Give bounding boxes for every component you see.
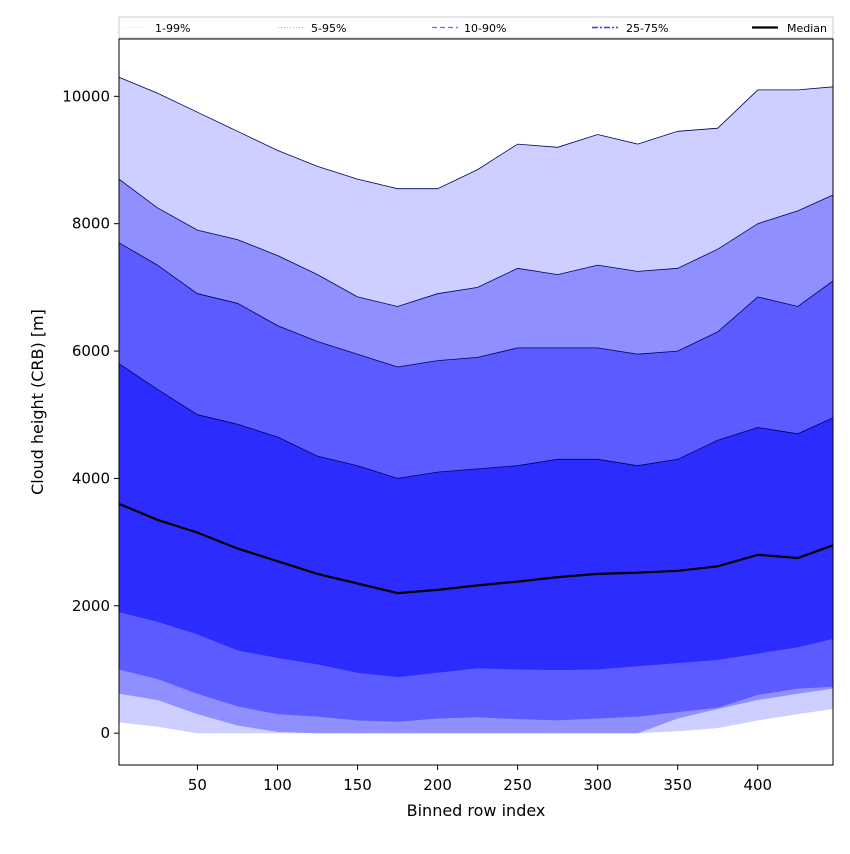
band-upper-edge-10-90	[118, 242, 834, 368]
lines-layer	[118, 76, 834, 595]
plot-frame	[118, 38, 834, 766]
band-upper-edge-1-99	[118, 76, 834, 190]
legend-box	[118, 16, 834, 39]
band-upper-edge-25-75	[118, 363, 834, 479]
x-tick-label: 200	[423, 776, 452, 794]
x-tick-label: 100	[263, 776, 292, 794]
x-tick-label: 50	[188, 776, 207, 794]
x-axis-label: Binned row index	[407, 801, 546, 820]
bands-layer	[119, 77, 833, 734]
legend-label-10-90: 10-90%	[464, 22, 506, 35]
legend-label-25-75: 25-75%	[626, 22, 668, 35]
y-tick-label: 2000	[72, 597, 110, 615]
y-tick-label: 8000	[72, 215, 110, 233]
x-tick-label: 150	[343, 776, 372, 794]
x-axis: 50 100 150 200 250 300 350 400	[188, 765, 772, 794]
median-line	[118, 502, 834, 595]
x-tick-label: 350	[663, 776, 692, 794]
legend-label-5-95: 5-95%	[311, 22, 346, 35]
x-tick-label: 400	[743, 776, 772, 794]
y-axis: 0 2000 4000 6000 8000 10000	[62, 87, 119, 742]
legend: 1-99% 5-95% 10-90% 25-75% Median	[118, 16, 834, 39]
legend-label-1-99: 1-99%	[155, 22, 190, 35]
y-axis-label: Cloud height (CRB) [m]	[28, 309, 47, 495]
y-tick-label: 0	[100, 724, 110, 742]
y-tick-label: 4000	[72, 469, 110, 487]
x-tick-label: 250	[503, 776, 532, 794]
band-25-75	[119, 363, 833, 678]
band-upper-edge-5-95	[118, 178, 834, 307]
x-tick-label: 300	[583, 776, 612, 794]
legend-label-median: Median	[787, 22, 827, 35]
y-tick-label: 6000	[72, 342, 110, 360]
y-tick-label: 10000	[62, 87, 110, 105]
